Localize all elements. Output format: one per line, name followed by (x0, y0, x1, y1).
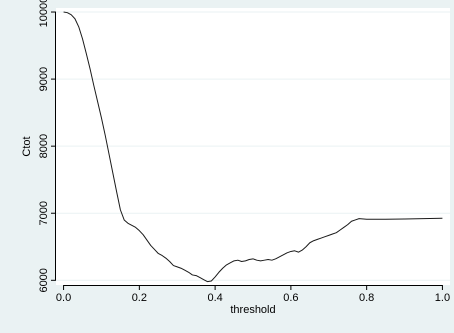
y-tick-label: 10000 (38, 0, 50, 27)
y-tick-label: 8000 (38, 134, 50, 158)
series-line (63, 11, 443, 283)
x-tick-label: 0.8 (359, 292, 374, 304)
x-tick-label: 0.2 (132, 292, 147, 304)
y-axis-ticks: 6000 7000 8000 9000 10000 (38, 0, 56, 293)
grid-lines (56, 11, 450, 281)
y-tick-label: 9000 (38, 67, 50, 91)
x-tick-label: 0.0 (56, 292, 71, 304)
x-tick-label: 0.6 (283, 292, 298, 304)
y-axis-title: Ctot (21, 136, 33, 156)
x-tick-label: 0.4 (207, 292, 222, 304)
x-axis-title: threshold (230, 304, 275, 316)
x-tick-label: 1.0 (435, 292, 450, 304)
y-tick-label: 6000 (38, 268, 50, 292)
x-axis-ticks: 0.0 0.2 0.4 0.6 0.8 1.0 (56, 285, 450, 304)
y-tick-label: 7000 (38, 201, 50, 225)
